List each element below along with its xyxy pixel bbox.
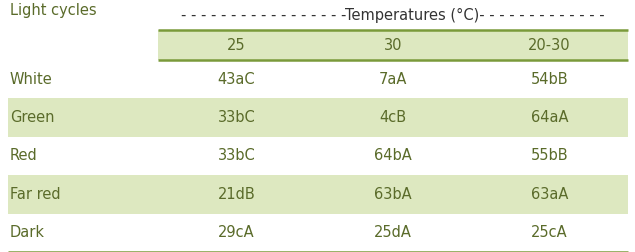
Text: 4cB: 4cB <box>380 110 406 125</box>
Bar <box>8 175 628 214</box>
Text: 43aC: 43aC <box>218 72 255 87</box>
Text: 25cA: 25cA <box>531 225 568 240</box>
Bar <box>158 30 628 60</box>
Text: 25dA: 25dA <box>374 225 412 240</box>
Text: 33bC: 33bC <box>217 148 255 164</box>
Text: 29cA: 29cA <box>218 225 255 240</box>
Text: Green: Green <box>10 110 55 125</box>
Text: 55bB: 55bB <box>531 148 568 164</box>
Bar <box>8 98 628 137</box>
Text: 64aA: 64aA <box>531 110 568 125</box>
Text: 30: 30 <box>384 38 402 52</box>
Text: 7aA: 7aA <box>379 72 407 87</box>
Text: 63aA: 63aA <box>531 187 568 202</box>
Text: 33bC: 33bC <box>217 110 255 125</box>
Text: 21dB: 21dB <box>217 187 255 202</box>
Text: 64bA: 64bA <box>374 148 412 164</box>
Text: Red: Red <box>10 148 37 164</box>
Text: 20-30: 20-30 <box>528 38 571 52</box>
Bar <box>0 0 635 30</box>
Text: 54bB: 54bB <box>531 72 568 87</box>
Text: 63bA: 63bA <box>374 187 412 202</box>
Text: Dark: Dark <box>10 225 45 240</box>
Text: 25: 25 <box>227 38 246 52</box>
Text: Far red: Far red <box>10 187 60 202</box>
Text: Light cycles: Light cycles <box>10 3 97 18</box>
Text: White: White <box>10 72 53 87</box>
Text: - - - - - - - - - - - - - - - - -Temperatures (°C)- - - - - - - - - - - - -: - - - - - - - - - - - - - - - - -Tempera… <box>181 8 605 22</box>
